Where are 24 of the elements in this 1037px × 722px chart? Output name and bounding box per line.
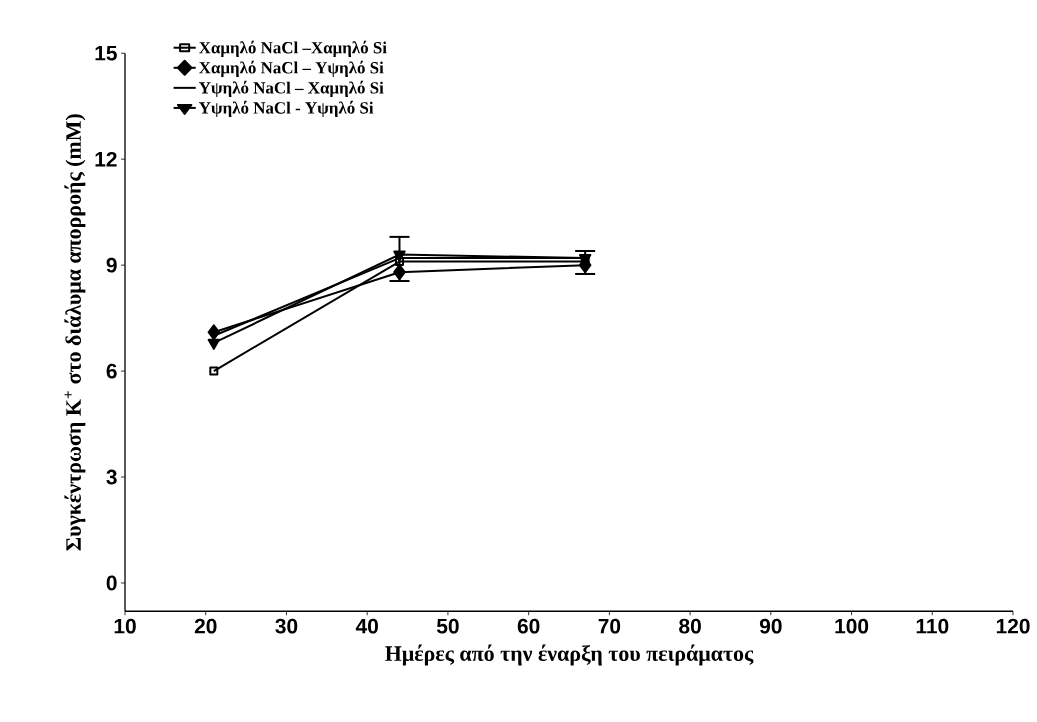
x-tick-label: 50 xyxy=(436,618,459,634)
x-tick-label: 120 xyxy=(996,618,1030,634)
y-tick-label: 6 xyxy=(106,363,117,379)
x-tick-label: 80 xyxy=(679,618,701,634)
legend-label: Χαμηλό NaCl – Υψηλό Si xyxy=(199,60,384,77)
y-tick-label: 12 xyxy=(95,151,117,167)
x-tick-label: 100 xyxy=(835,618,869,634)
x-tick-label: 30 xyxy=(275,618,298,634)
y-tick-label: 9 xyxy=(106,257,117,273)
x-tick-label: 60 xyxy=(517,618,540,634)
x-tick-label: 20 xyxy=(194,618,217,634)
x-axis-title: Ημέρες από την έναρξη του πειράματος xyxy=(385,644,754,666)
legend-label: Υψηλό NaCl – Χαμηλό Si xyxy=(199,80,384,98)
legend-label: Υψηλό NaCl - Υψηλό Si xyxy=(199,100,374,118)
y-tick-label: 3 xyxy=(106,469,117,485)
x-tick-label: 10 xyxy=(114,618,136,634)
x-tick-label: 70 xyxy=(598,618,621,634)
y-tick-label: 0 xyxy=(106,575,117,591)
x-tick-label: 110 xyxy=(916,618,949,634)
y-axis-title: Συγκέντρωση K$^{+}$ στο διάλυμα απορροής (mM) xyxy=(64,114,86,551)
x-tick-label: 90 xyxy=(759,618,782,634)
legend-label: Χαμηλό NaCl –Χαμηλό Si xyxy=(199,40,387,57)
x-tick-label: 40 xyxy=(355,618,378,634)
y-tick-label: 15 xyxy=(95,45,117,61)
